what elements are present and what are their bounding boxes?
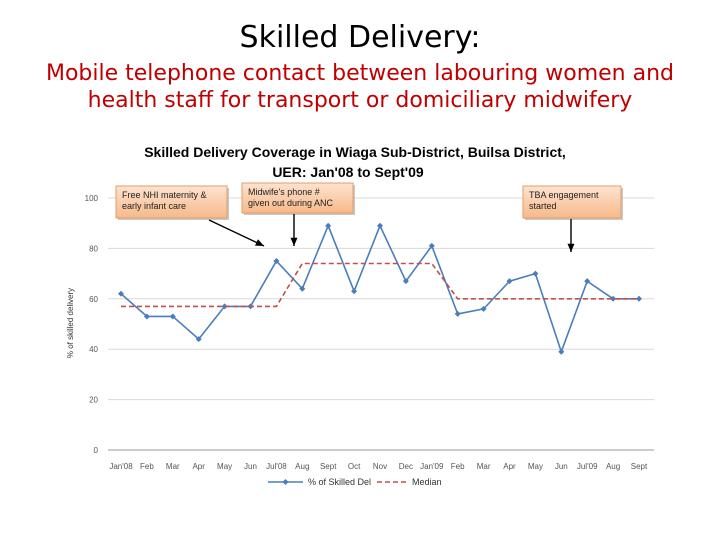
chart-title-line-2: UER: Jan'08 to Sept'09 [272, 164, 424, 180]
legend-label-skilled-delivery: % of Skilled Del [308, 477, 371, 487]
annotation-box [115, 185, 228, 219]
x-tick-label: Dec [399, 462, 413, 471]
x-tick-label: Mar [166, 462, 180, 471]
x-tick-label: Jul'08 [266, 462, 287, 471]
x-tick-label: Oct [348, 462, 361, 471]
x-tick-label: Apr [503, 462, 516, 471]
annotation-arrow-head [255, 239, 264, 246]
x-tick-label: Mar [477, 462, 491, 471]
annotation-text: early infant care [122, 201, 186, 211]
y-axis-label: % of skilled delivery [66, 288, 75, 358]
x-tick-label: Feb [140, 462, 154, 471]
data-point [195, 336, 202, 343]
chart-title-line-1: Skilled Delivery Coverage in Wiaga Sub-D… [144, 144, 566, 160]
y-tick-label: 0 [94, 446, 99, 455]
annotation-text: Midwife's phone # [248, 187, 320, 197]
annotation-text: Free NHI maternity & [122, 190, 207, 200]
data-point [610, 295, 617, 302]
y-tick-label: 80 [89, 244, 98, 253]
data-point [558, 348, 565, 355]
x-tick-label: Jul'09 [577, 462, 598, 471]
x-tick-label: Jun [555, 462, 568, 471]
slide-title: Skilled Delivery: [239, 20, 481, 55]
data-point [273, 258, 280, 264]
data-point [480, 305, 487, 312]
series-line-skilled-delivery [120, 223, 639, 355]
x-tick-label: Jun [244, 462, 257, 471]
data-point [351, 288, 358, 295]
data-point [402, 278, 409, 285]
annotation-box [522, 185, 622, 219]
data-point [143, 313, 150, 320]
y-tick-label: 20 [89, 396, 98, 405]
data-point [299, 285, 306, 292]
x-axis-ticks: Jan'08 Feb Mar Apr May Jun Jul'08 Aug Sept Oct Nov… [109, 462, 648, 471]
x-tick-label: Jan'09 [420, 462, 444, 471]
y-tick-label: 60 [89, 295, 98, 304]
data-point [428, 242, 435, 249]
annotation-arrow-head [290, 237, 298, 246]
data-point [377, 222, 383, 229]
y-axis-ticks: 0 20 40 60 80 100 [85, 194, 99, 455]
x-tick-label: Feb [451, 462, 465, 471]
x-tick-label: Apr [192, 462, 205, 471]
x-tick-label: Aug [606, 462, 620, 471]
annotation-text: TBA engagement [529, 190, 599, 200]
annotation-box [241, 182, 354, 214]
series-line-median [121, 262, 639, 308]
slide-subtitle-line-1: Mobile telephone contact between labouri… [45, 61, 675, 86]
data-point [506, 278, 513, 285]
x-tick-label: May [217, 462, 232, 471]
series-layer [118, 222, 642, 355]
y-tick-label: 40 [89, 345, 98, 354]
annotation-text: started [529, 201, 557, 211]
data-point [221, 303, 228, 310]
annotations: Free NHI maternity &early infant care Mid… [115, 182, 623, 252]
data-point [454, 310, 461, 317]
x-tick-label: Nov [373, 462, 387, 471]
legend: % of Skilled Del Median [268, 477, 442, 487]
x-tick-label: Jan'08 [109, 462, 133, 471]
x-tick-label: Sept [631, 462, 648, 471]
annotation-arrow-line [208, 219, 265, 247]
data-point [169, 313, 176, 320]
x-tick-label: Aug [295, 462, 309, 471]
data-point [325, 222, 332, 229]
data-point [584, 278, 591, 285]
data-point [532, 270, 539, 277]
x-tick-label: May [528, 462, 543, 471]
annotation-arrow-head [567, 243, 575, 252]
slide-subtitle-line-2: health staff for transport or domiciliar… [87, 88, 633, 113]
data-point [118, 290, 124, 297]
legend-marker [282, 479, 289, 485]
slide-subtitle: Mobile telephone contact between labouri… [20, 60, 700, 114]
legend-label-median: Median [412, 477, 442, 487]
x-tick-label: Sept [320, 462, 337, 471]
annotation-text: given out during ANC [248, 198, 334, 208]
y-tick-label: 100 [85, 194, 99, 203]
